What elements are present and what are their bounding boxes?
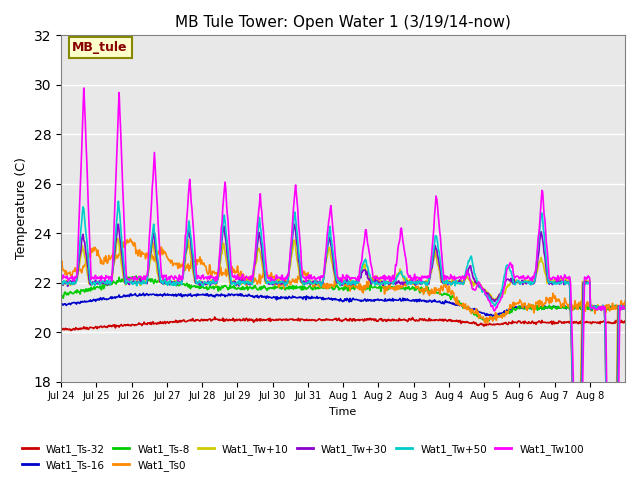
Wat1_Ts-32 bbox=[278, 318, 285, 324]
Wat1_Tw+50 bbox=[115, 198, 122, 204]
Line: Wat1_Ts-32: Wat1_Ts-32 bbox=[61, 317, 625, 331]
Line: Wat1_Tw100: Wat1_Tw100 bbox=[61, 88, 625, 480]
Wat1_Tw+50 bbox=[228, 282, 236, 288]
Wat1_Ts0 bbox=[484, 320, 492, 326]
Wat1_Ts-16 bbox=[402, 298, 410, 303]
Line: Wat1_Tw+10: Wat1_Tw+10 bbox=[61, 239, 625, 480]
Wat1_Tw+50 bbox=[277, 280, 285, 286]
Wat1_Tw+10 bbox=[114, 236, 122, 241]
Wat1_Tw+30 bbox=[57, 279, 65, 285]
Wat1_Ts-16 bbox=[124, 293, 131, 299]
Wat1_Tw+30 bbox=[227, 281, 235, 287]
Line: Wat1_Tw+50: Wat1_Tw+50 bbox=[61, 201, 625, 480]
Wat1_Tw100 bbox=[124, 276, 132, 282]
Wat1_Ts0 bbox=[434, 287, 442, 293]
Wat1_Ts-8 bbox=[434, 290, 442, 296]
Wat1_Tw100 bbox=[256, 200, 264, 205]
Y-axis label: Temperature (C): Temperature (C) bbox=[15, 157, 28, 260]
Wat1_Tw100 bbox=[277, 276, 285, 282]
Wat1_Tw+10 bbox=[57, 276, 65, 282]
Wat1_Ts-8 bbox=[124, 276, 131, 282]
Wat1_Ts-8 bbox=[256, 285, 264, 290]
Wat1_Tw+50 bbox=[621, 304, 629, 310]
Wat1_Ts-32 bbox=[124, 322, 132, 327]
Line: Wat1_Ts-16: Wat1_Ts-16 bbox=[61, 293, 625, 316]
Wat1_Tw100 bbox=[434, 202, 442, 208]
Wat1_Tw100 bbox=[621, 305, 629, 311]
Wat1_Ts0 bbox=[256, 272, 264, 277]
Wat1_Tw+10 bbox=[124, 279, 132, 285]
Wat1_Ts-16 bbox=[434, 299, 442, 304]
Wat1_Ts-16 bbox=[621, 306, 629, 312]
Wat1_Tw+10 bbox=[228, 278, 236, 284]
Wat1_Tw100 bbox=[228, 268, 236, 274]
Wat1_Tw+50 bbox=[434, 240, 442, 245]
Wat1_Ts-8 bbox=[228, 285, 236, 290]
Wat1_Tw+50 bbox=[57, 281, 65, 287]
Wat1_Tw100 bbox=[80, 85, 88, 91]
Wat1_Ts0 bbox=[402, 283, 410, 289]
Wat1_Tw+30 bbox=[434, 253, 442, 259]
Wat1_Tw100 bbox=[57, 275, 65, 280]
Wat1_Ts0 bbox=[228, 264, 236, 270]
Wat1_Ts-8 bbox=[277, 284, 285, 290]
Wat1_Ts-32 bbox=[257, 318, 264, 324]
Wat1_Ts-32 bbox=[403, 317, 410, 323]
Wat1_Ts-32 bbox=[228, 317, 236, 323]
Wat1_Ts-16 bbox=[140, 290, 147, 296]
Wat1_Ts0 bbox=[126, 236, 134, 242]
Wat1_Ts-32 bbox=[211, 314, 218, 320]
Wat1_Ts-8 bbox=[621, 304, 629, 310]
Wat1_Tw+50 bbox=[124, 278, 132, 284]
Wat1_Tw+30 bbox=[255, 229, 262, 235]
Wat1_Ts-32 bbox=[67, 328, 74, 334]
Wat1_Tw+30 bbox=[402, 278, 410, 284]
Wat1_Ts-32 bbox=[57, 326, 65, 332]
Wat1_Ts0 bbox=[277, 283, 285, 288]
Line: Wat1_Ts-8: Wat1_Ts-8 bbox=[61, 276, 625, 321]
Title: MB Tule Tower: Open Water 1 (3/19/14-now): MB Tule Tower: Open Water 1 (3/19/14-now… bbox=[175, 15, 511, 30]
Wat1_Tw+10 bbox=[277, 279, 285, 285]
Wat1_Ts-8 bbox=[132, 273, 140, 279]
Wat1_Ts-16 bbox=[277, 294, 285, 300]
Wat1_Tw+30 bbox=[124, 280, 131, 286]
Wat1_Ts-16 bbox=[228, 291, 236, 297]
Wat1_Ts0 bbox=[124, 237, 131, 243]
Wat1_Tw+30 bbox=[276, 280, 284, 286]
Wat1_Tw+50 bbox=[256, 215, 264, 220]
Wat1_Tw+30 bbox=[621, 304, 629, 310]
X-axis label: Time: Time bbox=[330, 407, 356, 417]
Text: MB_tule: MB_tule bbox=[72, 41, 128, 54]
Wat1_Ts-16 bbox=[57, 302, 65, 308]
Wat1_Tw+30 bbox=[291, 221, 298, 227]
Wat1_Tw100 bbox=[402, 256, 410, 262]
Line: Wat1_Tw+30: Wat1_Tw+30 bbox=[61, 224, 625, 480]
Wat1_Tw+10 bbox=[434, 262, 442, 267]
Wat1_Ts-16 bbox=[256, 294, 264, 300]
Wat1_Tw+10 bbox=[402, 279, 410, 285]
Wat1_Ts-16 bbox=[489, 313, 497, 319]
Wat1_Ts-8 bbox=[485, 318, 493, 324]
Wat1_Ts0 bbox=[57, 260, 65, 266]
Wat1_Tw+10 bbox=[256, 248, 264, 254]
Wat1_Ts-8 bbox=[402, 285, 410, 290]
Wat1_Tw+50 bbox=[402, 277, 410, 283]
Wat1_Ts-32 bbox=[621, 318, 629, 324]
Wat1_Ts0 bbox=[621, 299, 629, 304]
Wat1_Ts-8 bbox=[57, 292, 65, 298]
Wat1_Tw+10 bbox=[621, 304, 629, 310]
Line: Wat1_Ts0: Wat1_Ts0 bbox=[61, 239, 625, 323]
Wat1_Ts-32 bbox=[435, 318, 442, 324]
Legend: Wat1_Ts-32, Wat1_Ts-16, Wat1_Ts-8, Wat1_Ts0, Wat1_Tw+10, Wat1_Tw+30, Wat1_Tw+50,: Wat1_Ts-32, Wat1_Ts-16, Wat1_Ts-8, Wat1_… bbox=[18, 439, 588, 475]
